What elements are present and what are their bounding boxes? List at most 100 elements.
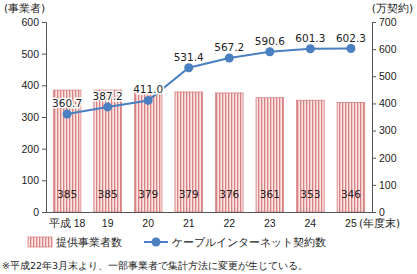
legend-label: 提供事業者数	[56, 236, 122, 248]
x-axis-title: (年度末)	[359, 217, 400, 229]
bar-label: 376	[219, 188, 239, 200]
y2-tick-mark	[372, 49, 376, 50]
y-tick: 400	[21, 79, 46, 91]
bar	[297, 100, 325, 212]
x-tick: 20	[142, 217, 154, 229]
x-tick-label: 21	[183, 217, 195, 229]
y2-axis: 0100200300400500600700	[372, 16, 397, 218]
legend-label: ケーブルインターネット契約数	[172, 236, 326, 248]
line-label: 360.7	[52, 97, 82, 109]
line-point	[306, 44, 315, 53]
y2-tick: 100	[372, 179, 397, 191]
y-tick: 300	[21, 111, 46, 123]
y-tick-mark	[42, 54, 46, 55]
y-tick-mark	[42, 180, 46, 181]
y-tick-mark	[42, 22, 46, 23]
y2-tick-label: 400	[379, 97, 397, 109]
y2-tick-mark	[372, 185, 376, 186]
x-tick-label: 20	[142, 217, 154, 229]
y2-tick: 600	[372, 43, 397, 55]
bar	[215, 93, 243, 212]
data-labels: 385385379379376361353346360.7387.2411.05…	[52, 32, 366, 200]
y2-tick-mark	[372, 158, 376, 159]
y-tick-label: 0	[33, 206, 39, 218]
legend-swatch	[152, 238, 161, 247]
bar-label: 353	[300, 188, 320, 200]
y-tick: 200	[21, 143, 46, 155]
x-axis: 平成 18 19 20 21 22 23 24 25	[47, 213, 373, 229]
y-tick-label: 200	[21, 143, 39, 155]
line-label: 601.3	[295, 32, 325, 44]
y2-tick-label: 300	[379, 124, 397, 136]
line-point	[265, 47, 274, 56]
x-tick-label: 25	[345, 217, 357, 229]
y-axis-line	[42, 23, 47, 213]
y-tick: 100	[21, 174, 46, 186]
x-tick: 22	[223, 217, 235, 229]
x-tick: 21	[183, 217, 195, 229]
y-tick: 0	[33, 206, 46, 218]
line-label: 387.2	[93, 90, 123, 102]
y2-tick: 700	[372, 16, 397, 28]
line-point	[63, 110, 72, 119]
x-tick-label: 平成 18	[49, 217, 86, 229]
line-label: 531.4	[174, 51, 204, 63]
bar-label: 379	[138, 188, 158, 200]
y-tick: 600	[21, 16, 46, 28]
y-tick-label: 300	[21, 111, 39, 123]
legend-swatch	[28, 237, 52, 247]
line-label: 602.3	[336, 32, 366, 44]
y2-tick-label: 600	[379, 43, 397, 55]
y-tick-mark	[42, 117, 46, 118]
bar	[134, 92, 162, 212]
line-point	[144, 96, 153, 105]
plot-area	[53, 44, 364, 212]
bar	[175, 92, 203, 212]
chart: 平成 1819202122232425010020030040050060001…	[0, 0, 417, 274]
y-tick: 500	[21, 48, 46, 60]
y-tick-mark	[42, 85, 46, 86]
line-point	[225, 54, 234, 63]
y2-tick-mark	[372, 76, 376, 77]
bar	[256, 98, 284, 212]
line-point	[103, 102, 112, 111]
x-tick-label: 23	[264, 217, 276, 229]
y2-tick-mark	[372, 131, 376, 132]
y-tick-label: 600	[21, 16, 39, 28]
x-tick-label: 19	[102, 217, 114, 229]
x-tick: 25	[345, 217, 357, 229]
y2-tick-mark	[372, 22, 376, 23]
y2-tick-label: 200	[379, 152, 397, 164]
bar-label: 385	[98, 188, 118, 200]
x-tick: 19	[102, 217, 114, 229]
line-point	[346, 44, 355, 53]
y2-axis-title: (万契約)	[372, 2, 413, 14]
y-tick-label: 400	[21, 79, 39, 91]
y-tick-mark	[42, 149, 46, 150]
y2-tick: 200	[372, 152, 397, 164]
legend: 提供事業者数 ケーブルインターネット契約数	[28, 236, 326, 248]
x-tick: 平成 18	[49, 217, 86, 229]
y2-tick-label: 500	[379, 70, 397, 82]
y-axis: 0 100 200 300 400 500 600	[21, 16, 46, 218]
line-label: 567.2	[214, 41, 244, 53]
bar-label: 385	[57, 188, 77, 200]
y2-axis-line	[373, 23, 377, 213]
y2-tick-label: 700	[379, 16, 397, 28]
line-label: 590.6	[255, 35, 285, 47]
line	[67, 49, 351, 115]
y2-tick: 400	[372, 97, 397, 109]
x-tick: 24	[305, 217, 317, 229]
x-axis-line	[47, 212, 373, 213]
x-tick-label: 22	[223, 217, 235, 229]
y2-tick: 300	[372, 124, 397, 136]
bar-label: 379	[179, 188, 199, 200]
line-point	[184, 63, 193, 72]
y-axis-title: (事業者)	[4, 2, 45, 14]
y2-tick-label: 100	[379, 179, 397, 191]
y-tick-mark	[42, 212, 46, 213]
bar-label: 346	[341, 188, 361, 200]
footnote: ※平成22年3月末より、一部事業者で集計方法に変更が生じている。	[2, 260, 308, 271]
x-tick-label: 24	[305, 217, 317, 229]
y2-tick-mark	[372, 212, 376, 213]
